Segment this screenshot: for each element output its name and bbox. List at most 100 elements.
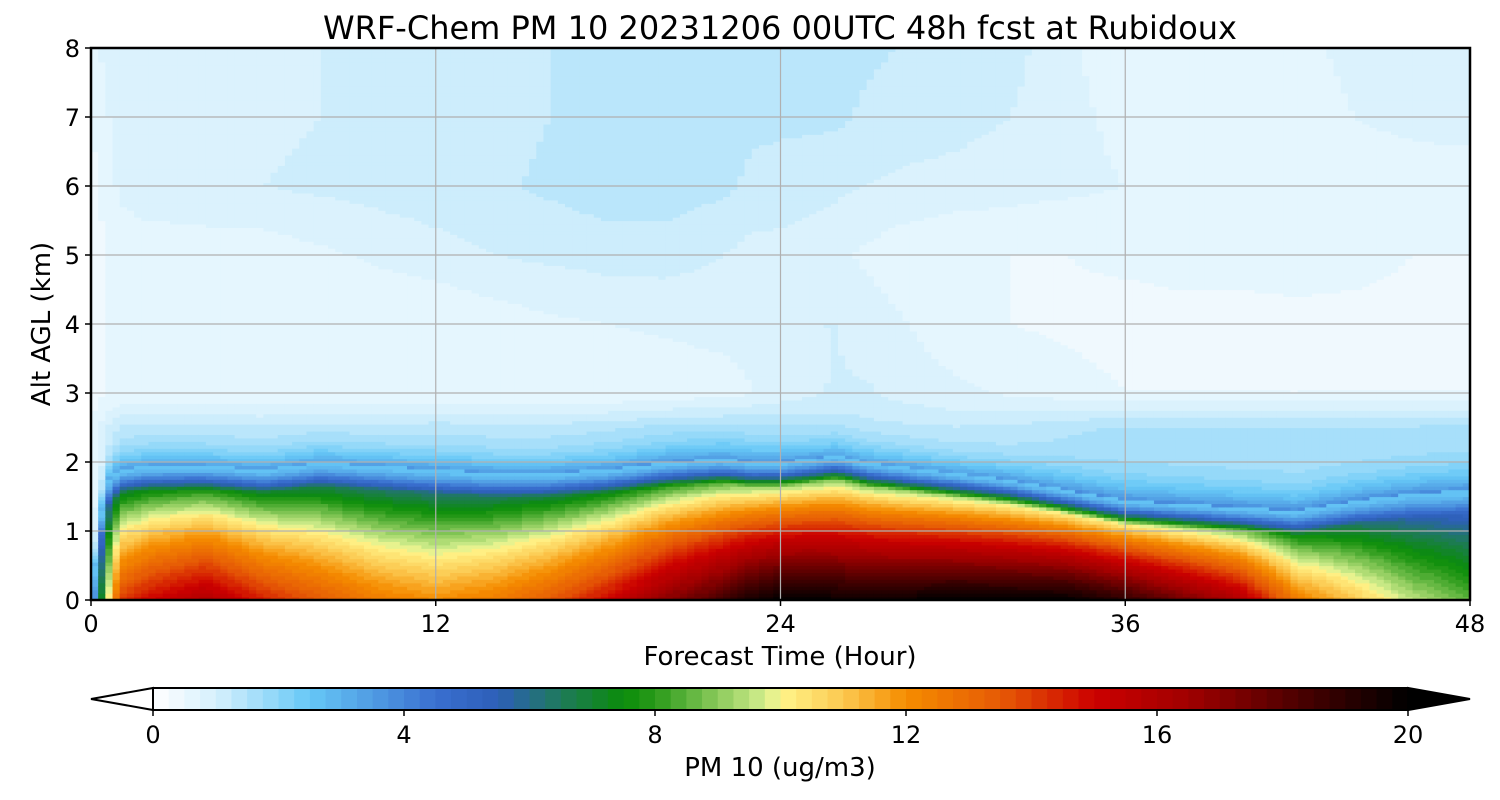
heatmap-cell (199, 193, 207, 197)
heatmap-cell (306, 583, 314, 587)
heatmap-cell (271, 562, 279, 566)
heatmap-cell (227, 224, 235, 228)
heatmap-cell (192, 290, 200, 294)
heatmap-cell (271, 127, 279, 131)
heatmap-cell (256, 307, 264, 311)
heatmap-cell (220, 165, 228, 169)
heatmap-cell (156, 576, 164, 580)
heatmap-cell (127, 441, 135, 445)
heatmap-cell (285, 189, 293, 193)
heatmap-cell (170, 521, 178, 525)
heatmap-cell (98, 345, 106, 349)
heatmap-cell (184, 479, 192, 483)
heatmap-cell (278, 414, 286, 418)
heatmap-cell (98, 134, 106, 138)
heatmap-cell (206, 396, 214, 400)
heatmap-cell (285, 431, 293, 435)
heatmap-cell (177, 317, 185, 321)
heatmap-cell (120, 69, 128, 73)
heatmap-cell (184, 55, 192, 59)
heatmap-cell (141, 89, 149, 93)
heatmap-cell (113, 438, 121, 442)
heatmap-cell (98, 441, 106, 445)
heatmap-cell (278, 227, 286, 231)
heatmap-cell (227, 76, 235, 80)
heatmap-cell (98, 283, 106, 287)
heatmap-cell (177, 365, 185, 369)
heatmap-cell (206, 369, 214, 373)
heatmap-cell (141, 245, 149, 249)
heatmap-cell (170, 272, 178, 276)
heatmap-cell (199, 93, 207, 97)
heatmap-cell (105, 521, 113, 525)
heatmap-cell (141, 369, 149, 373)
heatmap-cell (271, 255, 279, 259)
heatmap-cell (278, 493, 286, 497)
heatmap-cell (271, 338, 279, 342)
heatmap-cell (292, 583, 300, 587)
heatmap-cell (213, 286, 221, 290)
heatmap-cell (227, 352, 235, 356)
heatmap-cell (127, 490, 135, 494)
heatmap-cell (213, 465, 221, 469)
heatmap-cell (299, 369, 307, 373)
heatmap-cell (249, 231, 257, 235)
heatmap-cell (156, 124, 164, 128)
heatmap-cell (249, 148, 257, 152)
heatmap-cell (235, 231, 243, 235)
heatmap-cell (256, 238, 264, 242)
heatmap-cell (235, 448, 243, 452)
heatmap-cell (249, 545, 257, 549)
heatmap-cell (177, 96, 185, 100)
heatmap-cell (227, 334, 235, 338)
heatmap-cell (306, 327, 314, 331)
heatmap-cell (314, 490, 322, 494)
heatmap-cell (235, 317, 243, 321)
heatmap-cell (263, 110, 271, 114)
heatmap-cell (220, 138, 228, 142)
heatmap-cell (285, 593, 293, 597)
heatmap-cell (213, 452, 221, 456)
heatmap-cell (235, 162, 243, 166)
heatmap-cell (156, 341, 164, 345)
heatmap-cell (278, 345, 286, 349)
heatmap-cell (134, 93, 142, 97)
heatmap-cell (256, 562, 264, 566)
heatmap-cell (299, 572, 307, 576)
heatmap-cell (192, 548, 200, 552)
heatmap-cell (314, 590, 322, 594)
heatmap-cell (148, 369, 156, 373)
heatmap-cell (249, 200, 257, 204)
heatmap-cell (184, 555, 192, 559)
heatmap-cell (263, 169, 271, 173)
heatmap-cell (263, 89, 271, 93)
heatmap-cell (278, 310, 286, 314)
heatmap-cell (299, 51, 307, 55)
heatmap-cell (249, 372, 257, 376)
heatmap-cell (263, 497, 271, 501)
heatmap-cell (242, 334, 250, 338)
heatmap-cell (134, 210, 142, 214)
heatmap-cell (285, 376, 293, 380)
heatmap-cell (271, 552, 279, 556)
heatmap-cell (314, 579, 322, 583)
heatmap-cell (285, 214, 293, 218)
heatmap-cell (98, 293, 106, 297)
heatmap-cell (285, 566, 293, 570)
heatmap-cell (141, 552, 149, 556)
heatmap-cell (192, 110, 200, 114)
heatmap-cell (242, 227, 250, 231)
heatmap-cell (235, 51, 243, 55)
heatmap-cell (213, 396, 221, 400)
heatmap-cell (105, 214, 113, 218)
heatmap-cell (141, 386, 149, 390)
heatmap-cell (256, 545, 264, 549)
heatmap-cell (306, 207, 314, 211)
heatmap-cell (156, 438, 164, 442)
heatmap-cell (184, 296, 192, 300)
heatmap-cell (278, 579, 286, 583)
heatmap-cell (306, 579, 314, 583)
heatmap-cell (156, 100, 164, 104)
heatmap-cell (242, 138, 250, 142)
heatmap-cell (249, 69, 257, 73)
